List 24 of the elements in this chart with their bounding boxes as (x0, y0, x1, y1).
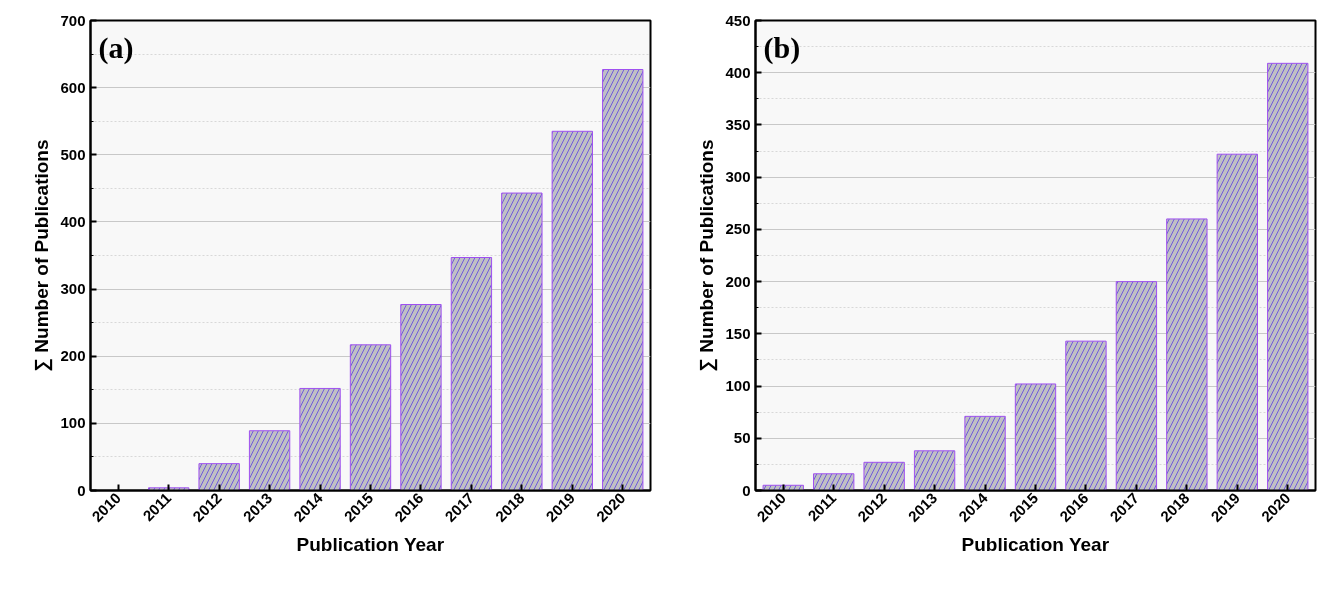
y-tick-label: 300 (725, 168, 751, 186)
y-tick-label: 200 (725, 272, 751, 290)
y-tick-label: 0 (77, 481, 86, 499)
y-tick-label: 50 (733, 429, 751, 447)
y-tick-label: 600 (60, 78, 86, 96)
y-tick-label: 100 (60, 414, 86, 432)
y-tick-label: 100 (725, 377, 751, 395)
y-axis-title: ∑ Number of Publications (31, 139, 54, 372)
y-tick-label: 350 (725, 115, 751, 133)
y-tick-label: 300 (60, 280, 86, 298)
x-axis-title: Publication Year (961, 534, 1110, 556)
y-tick-label: 700 (60, 11, 86, 29)
y-axis-title: ∑ Number of Publications (696, 139, 719, 372)
y-tick-label: 200 (60, 347, 86, 365)
annotation: (a) (98, 30, 134, 65)
annotation: (b) (763, 30, 801, 65)
y-tick-label: 250 (725, 220, 751, 238)
y-tick-label: 150 (725, 324, 751, 342)
y-tick-label: 400 (60, 212, 86, 230)
y-tick-label: 500 (60, 145, 86, 163)
y-tick-label: 450 (725, 11, 751, 29)
y-tick-label: 0 (742, 481, 751, 499)
x-axis-title: Publication Year (296, 534, 445, 556)
y-tick-label: 400 (725, 63, 751, 81)
